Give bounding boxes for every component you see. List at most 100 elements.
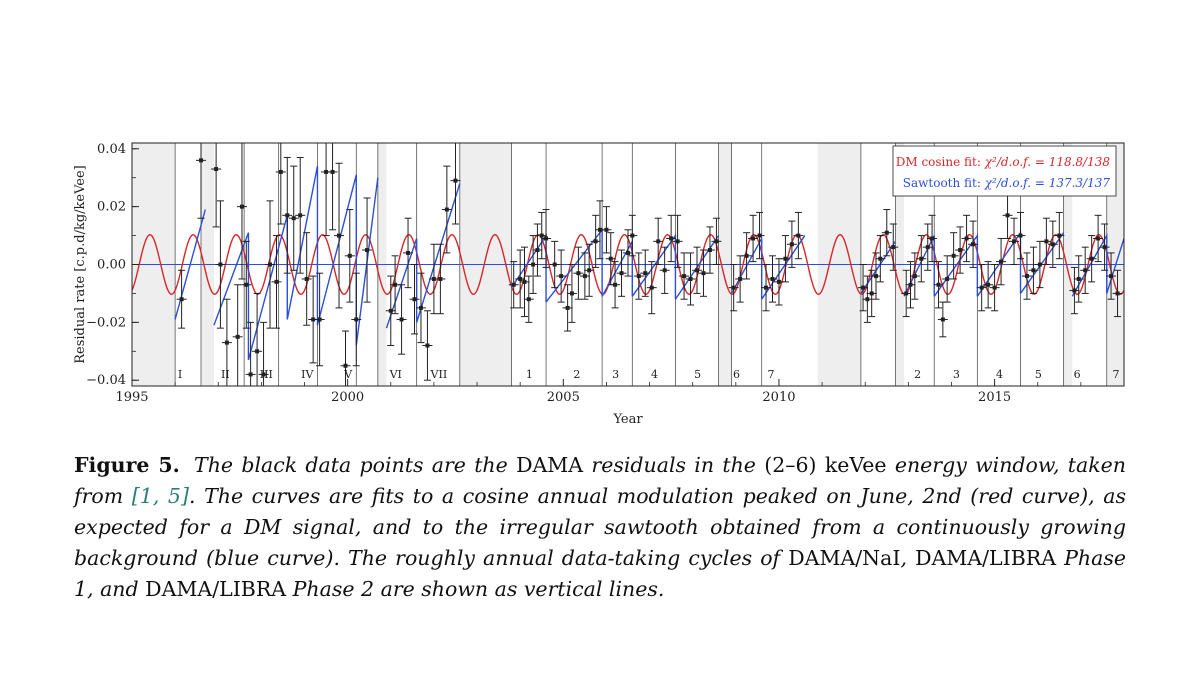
data-point-28 xyxy=(393,283,397,287)
y-tick-label-0: −0.04 xyxy=(86,373,126,388)
legend-entry-label: DM cosine fit: xyxy=(896,155,985,169)
figure-caption: Figure 5. The black data points are the … xyxy=(74,450,1126,605)
y-tick-label-1: −0.02 xyxy=(86,315,126,330)
caption-text-1: The black data points are the xyxy=(194,453,516,477)
data-point-120 xyxy=(1083,268,1087,272)
data-point-36 xyxy=(445,208,449,212)
data-point-99 xyxy=(941,317,945,321)
data-point-115 xyxy=(1044,239,1048,243)
data-point-83 xyxy=(790,242,794,246)
data-point-66 xyxy=(669,236,673,240)
data-point-85 xyxy=(861,286,865,290)
data-point-57 xyxy=(613,283,617,287)
data-point-88 xyxy=(874,274,878,278)
data-point-61 xyxy=(637,274,641,278)
data-point-14 xyxy=(285,213,289,217)
data-point-90 xyxy=(885,231,889,235)
data-point-58 xyxy=(620,271,624,275)
data-point-35 xyxy=(438,277,442,281)
legend-entry-0: DM cosine fit: χ²/d.o.f. = 118.8/138 xyxy=(896,155,1111,169)
caption-dama-libra-1: DAMA/LIBRA xyxy=(915,546,1056,570)
data-point-80 xyxy=(770,277,774,281)
cycle-label-9: 3 xyxy=(612,368,619,381)
data-point-38 xyxy=(512,283,516,287)
data-point-74 xyxy=(732,286,736,290)
data-point-6 xyxy=(240,205,244,209)
data-point-56 xyxy=(609,257,613,261)
cycle-label-13: 7 xyxy=(767,368,774,381)
data-point-51 xyxy=(583,274,587,278)
data-point-102 xyxy=(958,248,962,252)
caption-text-2: residuals in the xyxy=(583,453,764,477)
data-point-13 xyxy=(279,170,283,174)
data-point-33 xyxy=(425,344,429,348)
data-point-20 xyxy=(324,170,328,174)
data-point-54 xyxy=(598,228,602,232)
data-point-118 xyxy=(1072,289,1076,293)
data-point-117 xyxy=(1057,234,1061,238)
data-point-27 xyxy=(389,309,393,313)
caption-text-5: are shown as vertical lines. xyxy=(374,577,664,601)
data-point-124 xyxy=(1109,274,1113,278)
citation-link-5[interactable]: 5 xyxy=(168,484,181,508)
data-point-104 xyxy=(971,242,975,246)
data-point-64 xyxy=(656,239,660,243)
data-point-69 xyxy=(689,277,693,281)
data-point-47 xyxy=(559,274,563,278)
cycle-label-11: 5 xyxy=(694,368,701,381)
citation-link-1[interactable]: 1 xyxy=(140,484,153,508)
data-point-15 xyxy=(292,216,296,220)
cycle-label-2: III xyxy=(260,368,273,381)
legend-entry-1: Sawtooth fit: χ²/d.o.f. = 137.3/137 xyxy=(903,176,1111,190)
data-point-110 xyxy=(1012,239,1016,243)
data-point-84 xyxy=(796,234,800,238)
data-point-107 xyxy=(993,286,997,290)
y-tick-label-3: 0.02 xyxy=(97,200,126,215)
data-point-8 xyxy=(249,372,253,376)
data-point-123 xyxy=(1103,245,1107,249)
data-point-113 xyxy=(1031,268,1035,272)
data-point-44 xyxy=(540,234,544,238)
data-point-45 xyxy=(544,236,548,240)
data-point-16 xyxy=(298,213,302,217)
cycle-label-10: 4 xyxy=(651,368,658,381)
cycle-label-6: VII xyxy=(430,368,448,381)
x-tick-label-2: 2005 xyxy=(547,390,580,405)
data-point-53 xyxy=(594,239,598,243)
caption-dama-libra-2: DAMA/LIBRA xyxy=(145,577,286,601)
cycle-label-8: 2 xyxy=(573,368,580,381)
cycle-label-19: 7 xyxy=(1113,368,1120,381)
data-point-62 xyxy=(643,271,647,275)
x-tick-label-1: 2000 xyxy=(331,390,364,405)
data-point-76 xyxy=(745,254,749,258)
caption-label: Figure 5. xyxy=(74,453,180,477)
data-point-12 xyxy=(274,280,278,284)
data-point-72 xyxy=(708,248,712,252)
data-point-111 xyxy=(1018,234,1022,238)
cycle-label-4: V xyxy=(343,368,353,381)
x-axis-title: Year xyxy=(612,412,643,427)
data-point-0 xyxy=(180,297,184,301)
data-point-75 xyxy=(738,277,742,281)
data-point-101 xyxy=(952,254,956,258)
data-point-94 xyxy=(913,274,917,278)
data-point-98 xyxy=(937,283,941,287)
cycle-label-17: 5 xyxy=(1035,368,1042,381)
cycle-label-1: II xyxy=(221,368,230,381)
data-point-91 xyxy=(891,245,895,249)
legend: DM cosine fit: χ²/d.o.f. = 118.8/138 Sawt… xyxy=(893,146,1116,196)
data-point-116 xyxy=(1051,242,1055,246)
cycle-label-16: 4 xyxy=(996,368,1003,381)
data-point-114 xyxy=(1038,263,1042,267)
data-point-65 xyxy=(663,268,667,272)
data-point-24 xyxy=(348,254,352,258)
caption-ref-open: [ xyxy=(132,484,140,508)
data-point-30 xyxy=(406,251,410,255)
data-point-48 xyxy=(566,306,570,310)
data-point-121 xyxy=(1090,257,1094,261)
y-tick-label-4: 0.04 xyxy=(97,142,126,157)
data-point-96 xyxy=(926,245,930,249)
data-point-49 xyxy=(570,291,574,295)
cycle-label-15: 3 xyxy=(953,368,960,381)
cycle-label-12: 6 xyxy=(733,368,740,381)
